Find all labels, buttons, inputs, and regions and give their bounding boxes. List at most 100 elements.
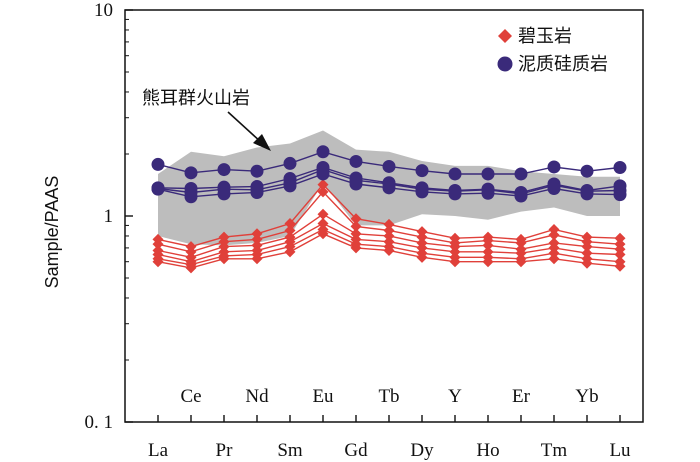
data-point-circle xyxy=(448,187,462,201)
series-group-jasper xyxy=(152,179,626,274)
data-point-circle xyxy=(580,164,594,178)
data-point-diamond xyxy=(515,237,527,249)
series-layer xyxy=(151,145,627,274)
data-point-diamond xyxy=(581,241,593,253)
data-point-circle xyxy=(580,187,594,201)
data-point-diamond xyxy=(416,251,428,263)
data-point-diamond xyxy=(251,228,263,240)
data-point-diamond xyxy=(449,246,461,258)
data-point-circle xyxy=(316,167,330,181)
data-point-circle xyxy=(547,181,561,195)
data-point-circle xyxy=(217,163,231,177)
data-point-diamond xyxy=(317,228,329,240)
data-point-circle xyxy=(349,154,363,168)
data-point-diamond xyxy=(251,253,263,265)
data-point-diamond xyxy=(317,186,329,198)
x-tick-label: Ho xyxy=(476,440,499,461)
data-point-diamond xyxy=(548,229,560,241)
data-point-circle xyxy=(547,160,561,174)
data-point-diamond xyxy=(416,231,428,243)
series-group-muddy-siliceous xyxy=(151,145,627,204)
x-tick-label: Ce xyxy=(180,386,201,407)
legend-label-jasper: 碧玉岩 xyxy=(518,26,572,47)
y-tick-label: 10 xyxy=(94,0,113,21)
data-point-diamond xyxy=(449,256,461,268)
data-point-circle xyxy=(151,157,165,171)
data-point-diamond xyxy=(350,242,362,254)
data-point-diamond xyxy=(317,208,329,220)
data-point-diamond xyxy=(350,220,362,232)
data-point-diamond xyxy=(185,262,197,274)
legend-circle-marker xyxy=(497,56,513,72)
x-tick-label: Y xyxy=(448,386,462,407)
annotation: 熊耳群火山岩 xyxy=(142,88,271,151)
data-point-circle xyxy=(382,159,396,173)
data-point-circle xyxy=(382,181,396,195)
data-point-diamond xyxy=(317,217,329,229)
data-point-diamond xyxy=(581,247,593,259)
data-point-diamond xyxy=(284,225,296,237)
x-tick-label: Eu xyxy=(312,386,334,407)
annotation-arrowhead xyxy=(253,134,271,151)
data-point-circle xyxy=(415,164,429,178)
data-point-diamond xyxy=(482,239,494,251)
data-point-diamond xyxy=(482,256,494,268)
tick-layer: 0. 1 1 10 La Ce Pr Nd Sm Eu Gd Tb Dy Y Ho Er Tm Yb Lu xyxy=(85,0,632,461)
data-point-circle xyxy=(283,156,297,170)
data-point-diamond xyxy=(614,260,626,272)
data-point-circle xyxy=(613,160,627,174)
data-point-circle xyxy=(283,179,297,193)
data-point-diamond xyxy=(383,230,395,242)
x-tick-label: Lu xyxy=(609,440,631,461)
data-point-circle xyxy=(250,186,264,200)
x-tick-label: Pr xyxy=(216,440,234,461)
x-tick-label: Tb xyxy=(378,386,399,407)
data-point-circle xyxy=(184,166,198,180)
data-point-diamond xyxy=(185,246,197,258)
data-point-diamond xyxy=(548,247,560,259)
data-point-diamond xyxy=(383,218,395,230)
data-point-circle xyxy=(151,182,165,196)
data-point-circle xyxy=(415,185,429,199)
y-axis-label: Sample/PAAS xyxy=(42,176,62,289)
data-point-diamond xyxy=(152,256,164,268)
data-point-circle xyxy=(481,167,495,181)
x-tick-label: Yb xyxy=(575,386,598,407)
data-point-diamond xyxy=(152,238,164,250)
legend-label-muddy-siliceous: 泥质硅质岩 xyxy=(518,54,608,75)
data-point-circle xyxy=(184,190,198,204)
annotation-arrow-line xyxy=(227,111,263,144)
data-point-diamond xyxy=(515,256,527,268)
data-point-diamond xyxy=(515,247,527,259)
x-tick-label: Dy xyxy=(410,440,434,461)
data-point-diamond xyxy=(350,213,362,225)
legend-diamond-marker xyxy=(498,29,512,43)
annotation-label: 熊耳群火山岩 xyxy=(142,88,250,109)
data-point-diamond xyxy=(614,249,626,261)
data-point-diamond xyxy=(350,228,362,240)
x-tick-label: Tm xyxy=(541,440,568,461)
y-tick-label: 0. 1 xyxy=(85,412,114,433)
data-point-circle xyxy=(250,164,264,178)
x-tick-label: Nd xyxy=(245,386,269,407)
data-point-diamond xyxy=(317,179,329,191)
data-point-circle xyxy=(316,145,330,159)
data-point-circle xyxy=(613,188,627,202)
x-tick-label: Sm xyxy=(277,440,303,461)
data-point-diamond xyxy=(251,233,263,245)
x-tick-label: La xyxy=(148,440,169,461)
legend: 碧玉岩 泥质硅质岩 xyxy=(497,26,608,75)
data-point-circle xyxy=(514,167,528,181)
data-point-circle xyxy=(481,186,495,200)
data-point-diamond xyxy=(581,257,593,269)
x-tick-label: Er xyxy=(512,386,531,407)
y-tick-label: 1 xyxy=(104,206,114,227)
data-point-diamond xyxy=(284,246,296,258)
data-point-diamond xyxy=(482,246,494,258)
data-point-diamond xyxy=(548,253,560,265)
data-point-circle xyxy=(448,167,462,181)
data-point-circle xyxy=(514,189,528,203)
data-point-diamond xyxy=(383,245,395,257)
data-point-diamond xyxy=(614,232,626,244)
